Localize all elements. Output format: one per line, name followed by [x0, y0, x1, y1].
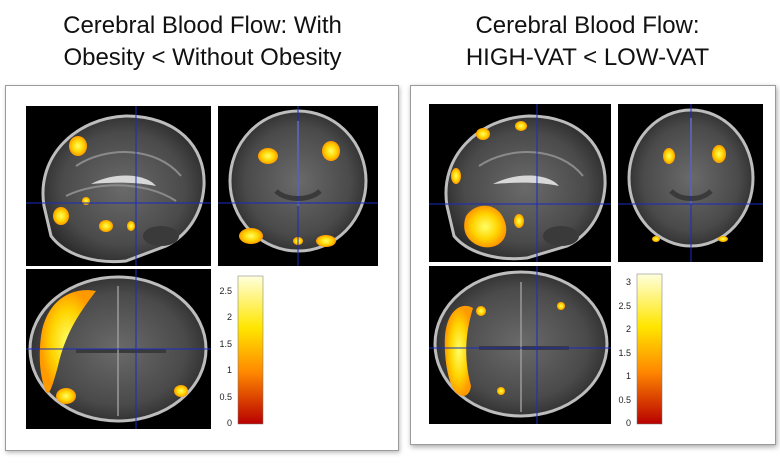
right-colorbar: [636, 273, 663, 425]
left-sagittal-slice: [26, 106, 211, 266]
colorbar-tick-label: 2: [226, 312, 232, 323]
colorbar-tick-label: 0.5: [219, 391, 232, 402]
left-brain-views: [26, 106, 378, 429]
left-title-line2: Obesity < Without Obesity: [63, 44, 342, 71]
left-figure-title: Cerebral Blood Flow: With Obesity < With…: [0, 10, 405, 74]
right-brain-views: [429, 104, 763, 425]
right-colorbar-ticks: 3 2.5 2 1.5 1 0.5 0: [611, 274, 635, 428]
left-figure-panel: 2.5 2 1.5 1 0.5 0: [5, 85, 399, 451]
left-title-line1: Cerebral Blood Flow: With: [63, 12, 342, 39]
left-coronal-slice: [218, 106, 378, 266]
colorbar-tick-label: 2.5: [618, 300, 631, 311]
left-colorbar-ticks: 2.5 2 1.5 1 0.5 0: [212, 276, 236, 427]
left-axial-slice: [26, 269, 211, 429]
colorbar-tick-label: 0: [625, 418, 631, 428]
colorbar-tick-label: 1: [625, 371, 631, 382]
colorbar-tick-label: 2.5: [219, 285, 232, 296]
colorbar-tick-label: 1.5: [219, 338, 232, 349]
colorbar-tick-label: 0.5: [618, 394, 631, 405]
left-colorbar: [237, 275, 264, 425]
colorbar-tick-label: 1: [226, 365, 232, 376]
right-title-line2: HIGH-VAT < LOW-VAT: [465, 44, 710, 71]
right-figure-panel: 3 2.5 2 1.5 1 0.5 0: [410, 85, 776, 445]
colorbar-tick-label: 3: [625, 277, 631, 288]
right-figure-title: Cerebral Blood Flow: HIGH-VAT < LOW-VAT: [395, 10, 780, 74]
right-sagittal-slice: [429, 104, 611, 262]
colorbar-tick-label: 0: [226, 418, 232, 428]
colorbar-tick-label: 1.5: [618, 347, 631, 358]
right-title-line1: Cerebral Blood Flow:: [475, 12, 700, 39]
right-coronal-slice: [618, 104, 763, 262]
right-axial-slice: [429, 266, 611, 424]
colorbar-tick-label: 2: [625, 324, 631, 335]
